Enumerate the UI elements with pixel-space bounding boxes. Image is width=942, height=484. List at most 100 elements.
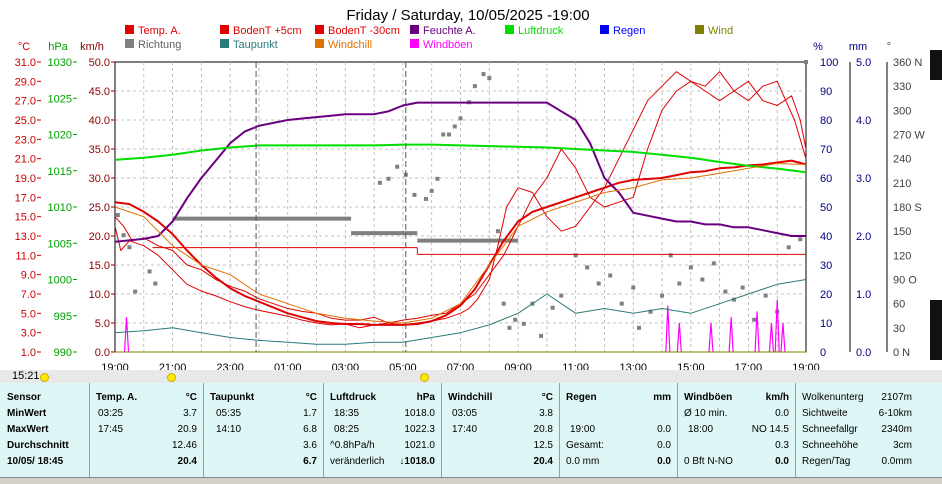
luftdruck-min-value: 1018.0 [404,408,435,419]
series-layer [114,60,808,353]
richtung-dot [732,297,737,302]
windboeen-current: 0.0 [775,456,789,467]
tick-label-direction: 30 [893,323,905,335]
legend-label: Wind [708,25,733,37]
windboeen-avg-label: Ø 10 min. [684,408,728,419]
richtung-dot [723,289,728,294]
temp-current: 20.4 [177,456,197,467]
misc-value-1: 6-10km [878,408,912,419]
windboeen-spike [665,305,671,353]
axis-unit-humidity: % [813,41,823,53]
tick-label-temp: 27.0 [15,96,36,108]
richtung-dot [153,281,158,286]
x-tick-label: 21:00 [159,362,187,370]
windchill-min-value: 3.8 [539,408,553,419]
taupunkt-max-value: 6.8 [303,424,317,435]
legend-swatch [220,39,229,48]
tick-label-temp: 15.0 [15,212,36,224]
timebar: 15:21 [0,370,942,383]
series-line-temp-a- [114,159,807,326]
richtung-dot [786,245,791,250]
richtung-dot [740,285,745,290]
richtung-dot [521,321,526,326]
legend-swatch [315,25,324,34]
windboeen-max-value: NO 14.5 [751,424,789,435]
richtung-dot [481,72,486,77]
tick-label-temp: 23.0 [15,134,36,146]
tick-label-pressure: 1030 [48,57,72,69]
tick-label-humidity: 80 [820,115,832,127]
tick-label-direction: 120 [893,250,911,262]
sensor-min: MinWert [7,408,47,419]
tick-label-direction: 210 [893,178,911,190]
series-line-luftdruck [114,143,807,174]
legend-label: Regen [613,25,645,37]
down-arrow-icon: ↓ [399,456,405,467]
richtung-dot [752,317,757,322]
tick-label-temp: 21.0 [15,154,36,166]
richtung-dot [550,305,555,310]
windboeen-spike [780,322,786,353]
temp-avg: 12.46 [171,440,197,451]
x-tick-label: 19:00 [101,362,129,370]
richtung-dot [798,237,803,242]
midnight-marker-icon [167,373,176,382]
richtung-dot [507,325,512,330]
richtung-dot [677,281,682,286]
tick-label-temp: 29.0 [15,76,36,88]
misc-value-0: 2107m [881,392,912,403]
richtung-dot [395,164,400,169]
tick-label-humidity: 60 [820,173,832,185]
col-regen: Regen mm 19:00 0.0 Gesamt: 0.0 0.0 mm 0.… [560,383,678,477]
richtung-dot [386,176,391,181]
sensor-max: MaxWert [7,424,49,435]
tick-label-pressure: 1005 [48,238,72,250]
tick-label-wind: 5.0 [95,318,110,330]
tick-label-temp: 9.0 [21,270,36,282]
luftdruck-current-value: 1018.0 [404,456,435,467]
tick-label-temp: 3.0 [21,328,36,340]
taupunkt-unit: °C [305,392,317,403]
regen-current: 0.0 [657,456,671,467]
axis-unit-temp: °C [18,41,30,53]
tick-label-humidity: 100 [820,57,838,69]
luftdruck-current: ↓1018.0 [399,456,435,468]
temp-max-value: 20.9 [177,424,197,435]
x-tick-label: 23:00 [216,362,244,370]
misc-value-3: 3cm [893,440,912,451]
legend-swatch [695,25,704,34]
tick-label-rain: 0.0 [856,347,871,359]
regen-value: 0.0 [657,424,671,435]
tick-label-direction: 150 [893,226,911,238]
richtung-dot [648,309,653,314]
misc-value-4: 0.0mm [881,456,912,467]
tick-label-pressure: 990 [54,347,72,359]
luftdruck-min-time: 18:35 [334,408,360,419]
tick-label-rain: 2.0 [856,231,871,243]
x-tick-label: 09:00 [504,362,532,370]
taupunkt-header: Taupunkt [210,392,255,403]
tick-label-direction: 90 O [893,275,917,287]
misc-label-3: Schneehöhe [802,440,859,451]
tick-label-temp: 19.0 [15,173,36,185]
tick-label-wind: 50.0 [89,57,110,69]
richtung-dot [619,301,624,306]
tick-label-humidity: 0 [820,347,826,359]
richtung-dot [115,213,120,218]
tick-label-wind: 45.0 [89,86,110,98]
x-axis: 19:00 21:00 23:00 01:00 03:00 05:00 07:00 09:00… [101,362,820,370]
chart-title: Friday / Saturday, 10/05/2025 -19:00 [346,7,589,24]
window-edge-arrow[interactable] [930,300,942,360]
legend-swatch [410,39,419,48]
x-tick-label: 13:00 [619,362,647,370]
windchill-max-time: 17:40 [452,424,478,435]
sensor-avg: Durchschnitt [7,440,69,451]
col-windboeen: Windböen km/h Ø 10 min. 0.0 18:00 NO 14.… [678,383,796,477]
windboeen-unit: km/h [765,392,789,403]
legend-swatch [220,25,229,34]
tick-label-wind: 20.0 [89,231,110,243]
tick-label-wind: 30.0 [89,173,110,185]
tick-label-rain: 4.0 [856,115,871,127]
current-time: 15:21 [12,370,40,382]
legend-swatch [600,25,609,34]
